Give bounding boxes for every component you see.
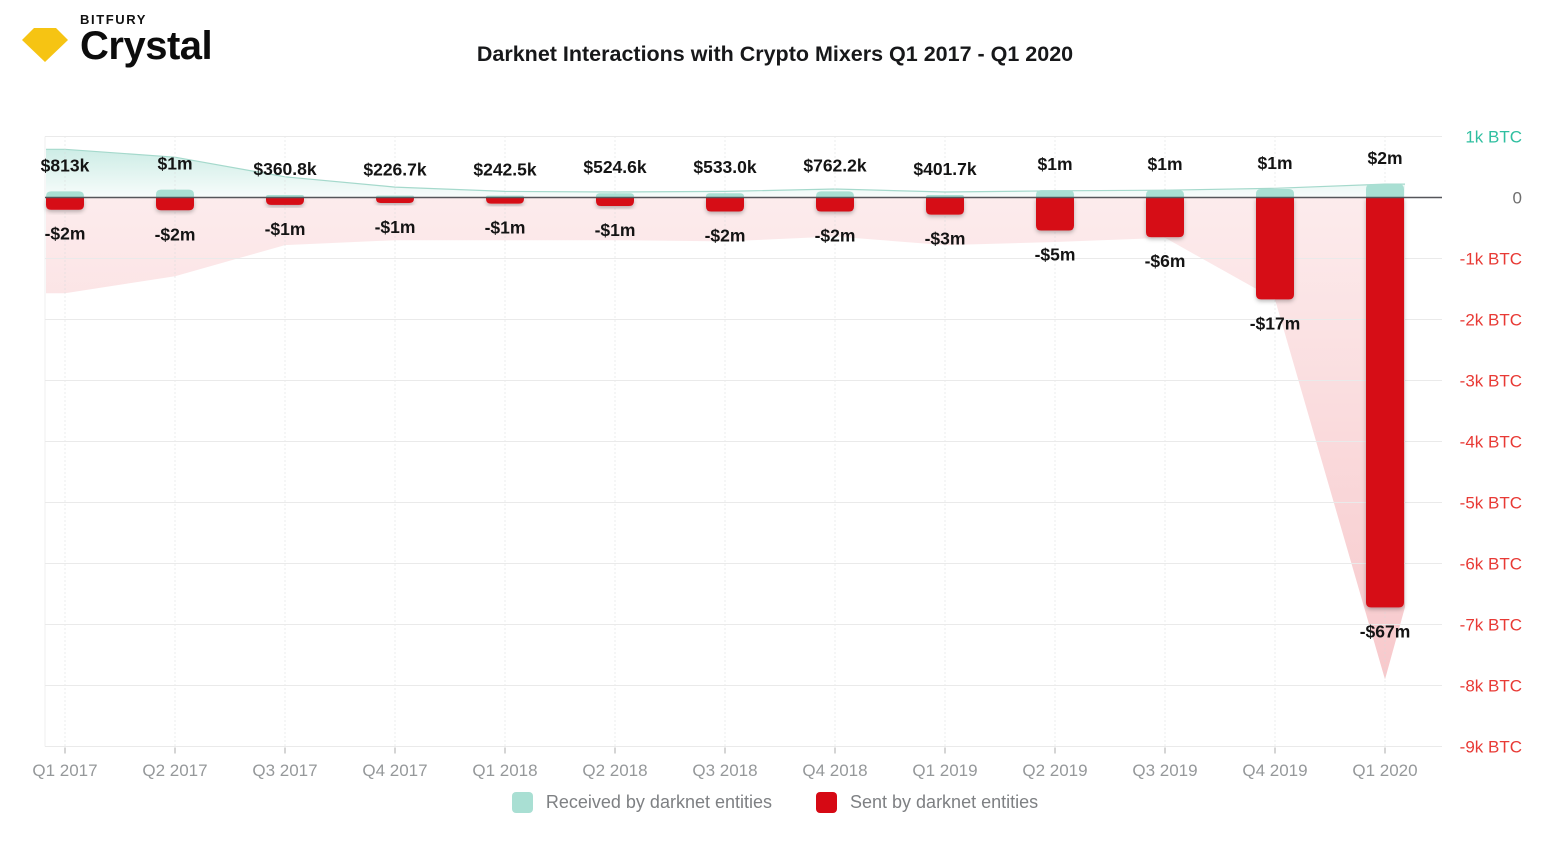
x-tick-label: Q4 2017 bbox=[362, 761, 427, 780]
value-label-received: $242.5k bbox=[473, 160, 537, 180]
value-label-sent: -$2m bbox=[815, 226, 856, 246]
x-tick-label: Q1 2019 bbox=[912, 761, 977, 780]
value-label-sent: -$2m bbox=[155, 224, 196, 244]
legend-label-received: Received by darknet entities bbox=[545, 792, 772, 812]
value-label-sent: -$2m bbox=[705, 226, 746, 246]
bar-sent bbox=[816, 197, 854, 212]
y-tick-label: 1k BTC bbox=[1465, 128, 1522, 147]
mixer-interactions-chart: Q1 2017 Q2 2017 Q3 2017 Q4 2017 Q1 2018 Q2 20… bbox=[32, 128, 1522, 781]
brand-text: BITFURY Crystal bbox=[80, 12, 213, 68]
bar-received bbox=[156, 189, 194, 198]
chart-legend: Received by darknet entities Sent by dar… bbox=[0, 792, 1550, 813]
received-trend-edge bbox=[46, 148, 1405, 193]
value-label-sent: -$5m bbox=[1035, 244, 1076, 264]
legend-item-received[interactable]: Received by darknet entities bbox=[511, 792, 772, 813]
sent-swatch-icon bbox=[816, 792, 837, 813]
y-tick-label: -2k BTC bbox=[1460, 311, 1522, 330]
x-tick-label: Q2 2017 bbox=[142, 761, 207, 780]
bar-received bbox=[1036, 190, 1074, 198]
value-label-sent: -$17m bbox=[1250, 313, 1301, 333]
y-tick-label: -9k BTC bbox=[1460, 738, 1522, 757]
value-label-sent: -$2m bbox=[45, 224, 86, 244]
bar-sent bbox=[1036, 197, 1074, 231]
bar-received bbox=[596, 193, 634, 198]
y-tick-label: -8k BTC bbox=[1460, 677, 1522, 696]
value-label-received: $1m bbox=[1037, 154, 1072, 174]
value-label-received: $1m bbox=[1257, 153, 1292, 173]
bar-sent bbox=[156, 197, 194, 211]
value-label-sent: -$3m bbox=[925, 229, 966, 249]
y-tick-label: -5k BTC bbox=[1460, 494, 1522, 513]
value-label-received: $762.2k bbox=[803, 155, 867, 175]
bar-received bbox=[46, 191, 84, 198]
x-tick-label: Q1 2020 bbox=[1352, 761, 1417, 780]
bar-sent bbox=[596, 197, 634, 207]
x-tick-label: Q2 2018 bbox=[582, 761, 647, 780]
x-tick-label: Q4 2019 bbox=[1242, 761, 1307, 780]
bar-sent bbox=[266, 197, 304, 205]
value-label-received: $533.0k bbox=[693, 157, 757, 177]
bar-received bbox=[1146, 190, 1184, 198]
value-label-sent: -$1m bbox=[595, 220, 636, 240]
legend-label-sent: Sent by darknet entities bbox=[850, 792, 1039, 812]
value-label-sent: -$6m bbox=[1145, 251, 1186, 271]
x-tick-label: Q1 2017 bbox=[32, 761, 97, 780]
brand-product: Crystal bbox=[80, 24, 213, 68]
value-label-received: $360.8k bbox=[253, 159, 317, 179]
y-tick-label: -3k BTC bbox=[1460, 372, 1522, 391]
chart-title: Darknet Interactions with Crypto Mixers … bbox=[476, 42, 1074, 66]
legend-item-sent[interactable]: Sent by darknet entities bbox=[816, 792, 1038, 813]
value-label-received: $1m bbox=[157, 154, 192, 174]
value-label-received: $524.6k bbox=[583, 157, 647, 177]
value-label-sent: -$1m bbox=[265, 219, 306, 239]
x-tick-label: Q3 2019 bbox=[1132, 761, 1197, 780]
bar-sent bbox=[46, 197, 84, 210]
bar-sent bbox=[376, 197, 414, 203]
value-label-received: $2m bbox=[1367, 148, 1402, 168]
bar-sent bbox=[1256, 197, 1294, 300]
bitfury-crystal-logo: BITFURY Crystal bbox=[22, 12, 213, 68]
bar-sent bbox=[706, 197, 744, 212]
bar-sent bbox=[1366, 197, 1404, 608]
value-label-received: $813k bbox=[41, 155, 90, 175]
bar-sent bbox=[926, 197, 964, 215]
bar-sent bbox=[486, 197, 524, 204]
x-tick-label: Q1 2018 bbox=[472, 761, 537, 780]
y-tick-label: -4k BTC bbox=[1460, 433, 1522, 452]
y-tick-label: -7k BTC bbox=[1460, 616, 1522, 635]
value-label-sent: -$1m bbox=[375, 217, 416, 237]
received-swatch-icon bbox=[511, 792, 533, 813]
y-tick-label: -1k BTC bbox=[1460, 250, 1522, 269]
bar-received bbox=[1256, 188, 1294, 198]
brand-company: BITFURY bbox=[80, 12, 148, 27]
sent-trend-area bbox=[46, 197, 1405, 680]
y-tick-label: -6k BTC bbox=[1460, 555, 1522, 574]
value-label-received: $226.7k bbox=[363, 160, 427, 180]
x-tick-label: Q3 2018 bbox=[692, 761, 757, 780]
bar-sent bbox=[1146, 197, 1184, 238]
x-tick-label: Q3 2017 bbox=[252, 761, 317, 780]
x-tick-label: Q2 2019 bbox=[1022, 761, 1087, 780]
bar-received bbox=[706, 193, 744, 198]
crystal-gem-icon bbox=[22, 27, 68, 62]
value-label-sent: -$67m bbox=[1360, 621, 1411, 641]
value-label-received: $401.7k bbox=[913, 159, 977, 179]
y-tick-label: 0 bbox=[1513, 189, 1522, 208]
bar-received bbox=[816, 191, 854, 198]
x-tick-label: Q4 2018 bbox=[802, 761, 867, 780]
value-label-sent: -$1m bbox=[485, 218, 526, 238]
bar-received bbox=[1366, 184, 1404, 198]
value-label-received: $1m bbox=[1147, 154, 1182, 174]
